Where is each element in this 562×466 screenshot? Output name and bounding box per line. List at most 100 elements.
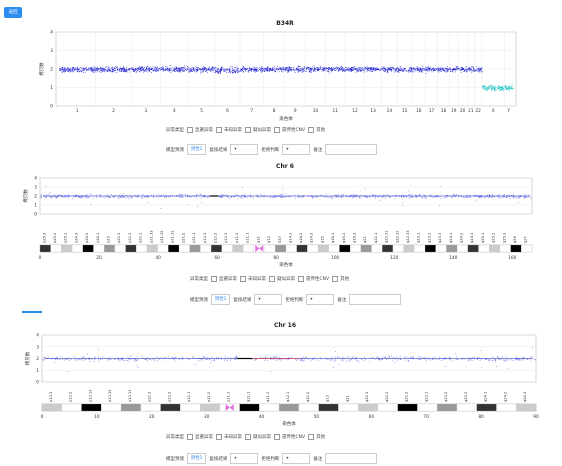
genome-point [173,67,175,69]
genome-point [439,70,441,72]
option-significant[interactable]: 显著异常 [187,127,213,133]
predict-select[interactable]: 阴性1 [211,294,231,305]
chr16-point [224,357,225,359]
genome-point [273,66,275,68]
chr6-point [260,196,262,197]
chrom-tick-label: 16 [416,108,422,114]
chr6-point [419,194,420,196]
genome-point [93,69,95,71]
chr6-point [197,194,199,196]
genome-point [432,68,433,70]
chr16-point [200,358,202,360]
predict-select[interactable]: 阴性1 [187,144,207,155]
chr6-point [262,194,263,196]
chr16-point [227,357,229,358]
genome-point [65,68,67,69]
chr16-point [377,359,379,360]
genome-point [167,69,169,70]
option-other[interactable]: 其他 [308,434,325,440]
genome-point [276,68,278,70]
genome-point [416,68,418,70]
review-select[interactable]: ▾ [230,453,259,464]
option-unknown[interactable]: 未知异常 [216,127,242,133]
chr6-xtick: 120 [390,255,398,261]
chr6-point [382,196,384,197]
chr16-point [252,359,253,360]
genome-point [122,66,124,68]
note-input[interactable] [349,294,402,305]
chrom-tick-label: Y [507,108,511,114]
genome-point [500,86,502,88]
option-other[interactable]: 其他 [308,127,325,133]
reject-select[interactable]: ▾ [306,294,335,305]
genome-point [383,66,385,68]
chr6-point [419,195,420,196]
chr6-point [527,194,529,196]
chr6-point [520,196,521,198]
option-hereditary[interactable]: 遗传性CNV [274,127,305,133]
genome-point [82,72,84,74]
genome-point [442,68,444,70]
chr6-point [73,196,75,198]
back-button[interactable]: 返回 [4,7,22,18]
genome-point [98,68,100,70]
chr16-point [461,359,463,361]
option-suspect[interactable]: 疑似异常 [269,276,295,282]
review-select[interactable]: ▾ [254,294,283,305]
genome-point [322,70,324,72]
option-unknown[interactable]: 未知异常 [216,434,242,440]
reject-select[interactable]: ▾ [282,144,311,155]
option-hereditary[interactable]: 遗传性CNV [274,434,305,440]
genome-point [214,68,215,70]
genome-point [427,71,429,73]
genome-point [184,67,186,69]
option-unknown[interactable]: 未知异常 [240,276,266,282]
review-select[interactable]: ▾ [230,144,259,155]
genome-point [121,68,123,70]
option-suspect[interactable]: 疑似异常 [245,127,271,133]
chr6-point [478,196,480,197]
chr6-point [130,196,132,198]
chr6-point [467,194,469,196]
option-significant[interactable]: 显著异常 [211,276,237,282]
chr6-point [375,195,376,196]
genome-point [326,70,328,72]
genome-point [124,71,125,72]
genome-point [340,68,342,70]
genome-point [461,68,462,70]
genome-point [382,68,384,70]
genome-point [473,69,475,71]
genome-point [327,68,328,69]
predict-select[interactable]: 阴性1 [187,453,207,464]
option-suspect[interactable]: 疑似异常 [245,434,271,440]
chr16-point [507,359,509,361]
option-other[interactable]: 其他 [332,276,349,282]
genome-point [486,89,487,91]
genome-point [481,70,482,72]
chr16-point [488,359,490,361]
reject-select[interactable]: ▾ [282,453,311,464]
option-hereditary[interactable]: 遗传性CNV [298,276,329,282]
genome-point [454,69,456,71]
chr6-point [178,193,180,195]
genome-point [267,69,268,71]
chr16-point [534,358,535,360]
genome-point [366,71,368,73]
chrom-tick-label: 2 [112,108,115,114]
genome-point [488,86,490,88]
chr6-point [342,194,343,196]
chr16-point [286,359,288,361]
note-input[interactable] [325,144,378,155]
genome-point [494,90,496,91]
note-input[interactable] [325,453,378,464]
option-significant[interactable]: 显著异常 [187,434,213,440]
genome-point [467,67,469,69]
chr16-point [209,358,210,360]
chr6-point [364,188,366,190]
genome-point [357,69,359,71]
genome-point [303,66,305,68]
chr6-point [351,194,352,196]
chr6-point [311,196,313,198]
genome-point [384,68,386,70]
chr6-point [143,194,144,196]
